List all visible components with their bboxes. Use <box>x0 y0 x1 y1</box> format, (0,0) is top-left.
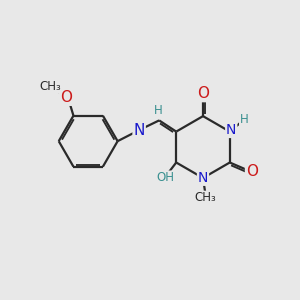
Text: O: O <box>246 164 258 179</box>
Text: N: N <box>226 123 236 137</box>
Text: N: N <box>134 123 145 138</box>
Text: CH₃: CH₃ <box>39 80 61 93</box>
Text: OH: OH <box>156 171 174 184</box>
Text: O: O <box>60 90 72 105</box>
Text: H: H <box>154 104 162 117</box>
Text: N: N <box>198 171 208 185</box>
Text: O: O <box>197 86 209 101</box>
Text: H: H <box>240 113 249 126</box>
Text: CH₃: CH₃ <box>194 191 216 205</box>
